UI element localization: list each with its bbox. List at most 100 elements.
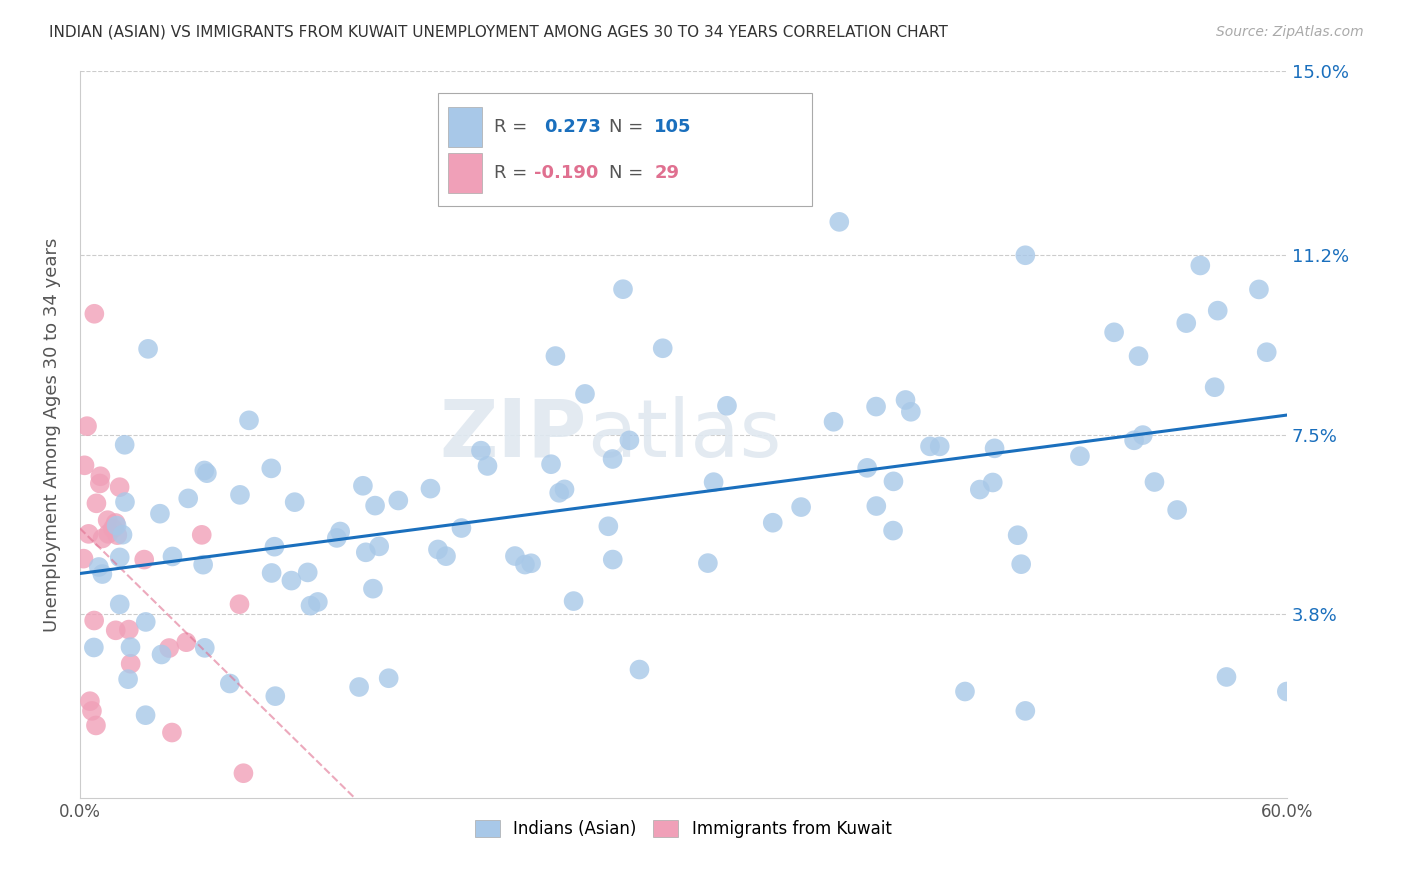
Point: [544, 349, 567, 363]
Point: [790, 500, 813, 514]
Point: [1143, 475, 1166, 489]
Point: [477, 458, 499, 473]
Point: [856, 460, 879, 475]
Point: [114, 438, 136, 452]
Point: [76, 419, 98, 434]
Point: [1189, 259, 1212, 273]
Text: N =: N =: [609, 118, 648, 136]
Point: [177, 491, 200, 506]
Point: [540, 457, 562, 471]
Point: [574, 387, 596, 401]
Point: [1123, 434, 1146, 448]
Point: [72, 551, 94, 566]
Point: [264, 689, 287, 703]
Point: [174, 635, 197, 649]
Point: [229, 488, 252, 502]
Point: [150, 648, 173, 662]
Point: [89, 469, 111, 483]
Point: [1014, 248, 1036, 262]
Text: -0.190: -0.190: [534, 164, 598, 182]
Point: [160, 725, 183, 739]
Point: [377, 671, 399, 685]
Point: [83, 640, 105, 655]
Text: INDIAN (ASIAN) VS IMMIGRANTS FROM KUWAIT UNEMPLOYMENT AMONG AGES 30 TO 34 YEARS : INDIAN (ASIAN) VS IMMIGRANTS FROM KUWAIT…: [49, 25, 948, 40]
Point: [548, 485, 571, 500]
Point: [619, 434, 641, 448]
Point: [149, 507, 172, 521]
Point: [928, 439, 950, 453]
Point: [280, 574, 302, 588]
Point: [354, 545, 377, 559]
Point: [387, 493, 409, 508]
Point: [1256, 345, 1278, 359]
Point: [89, 476, 111, 491]
Point: [368, 540, 391, 554]
Point: [1007, 528, 1029, 542]
Point: [602, 552, 624, 566]
Point: [326, 531, 349, 545]
Point: [450, 521, 472, 535]
Point: [260, 566, 283, 580]
Text: N =: N =: [609, 164, 648, 182]
Text: Source: ZipAtlas.com: Source: ZipAtlas.com: [1216, 25, 1364, 39]
Point: [108, 598, 131, 612]
Point: [228, 597, 250, 611]
Point: [981, 475, 1004, 490]
Point: [352, 479, 374, 493]
Point: [882, 524, 904, 538]
Point: [307, 595, 329, 609]
Point: [1247, 282, 1270, 296]
Point: [865, 400, 887, 414]
FancyBboxPatch shape: [439, 93, 813, 205]
Point: [828, 215, 851, 229]
Point: [135, 615, 157, 629]
Point: [118, 623, 141, 637]
Point: [194, 640, 217, 655]
Point: [120, 657, 142, 671]
Point: [105, 518, 128, 533]
Text: R =: R =: [494, 118, 538, 136]
Point: [86, 496, 108, 510]
Point: [87, 560, 110, 574]
Point: [284, 495, 307, 509]
Point: [1132, 428, 1154, 442]
Text: 0.273: 0.273: [544, 118, 602, 136]
Point: [329, 524, 352, 539]
Text: atlas: atlas: [586, 395, 782, 474]
Point: [77, 527, 100, 541]
Point: [426, 542, 449, 557]
Point: [108, 550, 131, 565]
Point: [894, 392, 917, 407]
Point: [361, 582, 384, 596]
Point: [135, 708, 157, 723]
Text: 105: 105: [654, 118, 692, 136]
Point: [1275, 684, 1298, 698]
Point: [101, 521, 124, 535]
Point: [162, 549, 184, 564]
Point: [1102, 326, 1125, 340]
Point: [520, 556, 543, 570]
Point: [83, 614, 105, 628]
Point: [983, 442, 1005, 456]
Point: [612, 282, 634, 296]
Point: [953, 684, 976, 698]
Point: [105, 528, 128, 542]
Point: [120, 640, 142, 654]
Point: [91, 532, 114, 546]
Point: [762, 516, 785, 530]
Point: [598, 519, 620, 533]
Point: [1166, 503, 1188, 517]
Point: [97, 526, 120, 541]
Point: [703, 475, 725, 490]
Point: [83, 307, 105, 321]
Point: [1069, 449, 1091, 463]
Text: ZIP: ZIP: [440, 395, 586, 474]
Point: [117, 672, 139, 686]
Point: [104, 624, 127, 638]
Text: 29: 29: [654, 164, 679, 182]
Point: [80, 704, 103, 718]
Bar: [449, 107, 482, 147]
Point: [79, 694, 101, 708]
Y-axis label: Unemployment Among Ages 30 to 34 years: Unemployment Among Ages 30 to 34 years: [44, 237, 60, 632]
Point: [91, 567, 114, 582]
